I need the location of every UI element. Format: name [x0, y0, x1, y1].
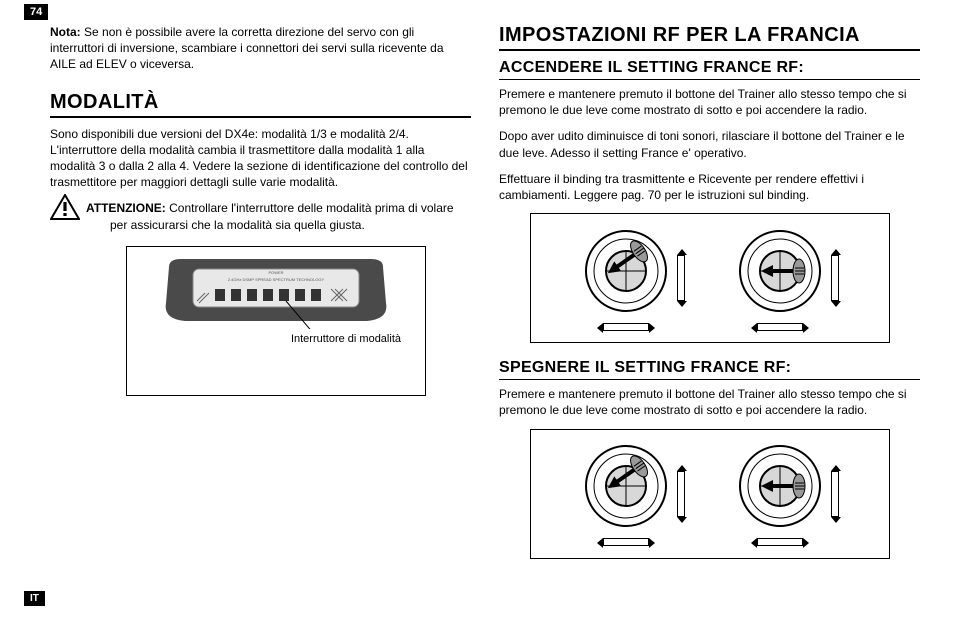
trim-horizontal-icon	[603, 538, 649, 546]
note-text: Se non è possibile avere la corretta dir…	[50, 25, 444, 71]
note-label: Nota:	[50, 25, 81, 39]
transmitter-top-icon: POWER 2.4GHz DSMP SPREAD SPECTRUM TECHNO…	[161, 259, 391, 329]
right-column: IMPOSTAZIONI RF PER LA FRANCIA ACCENDERE…	[499, 24, 920, 559]
attention-block: ATTENZIONE: Controllare l'interruttore d…	[50, 200, 471, 234]
warning-triangle-icon	[50, 194, 80, 220]
power-label: POWER	[268, 270, 283, 275]
trim-horizontal-icon	[603, 323, 649, 331]
trim-vertical-icon	[831, 471, 839, 517]
mode-switch-figure: POWER 2.4GHz DSMP SPREAD SPECTRUM TECHNO…	[126, 246, 426, 396]
attention-text: ATTENZIONE: Controllare l'interruttore d…	[86, 200, 471, 234]
right-stick-unit	[735, 226, 839, 331]
trim-vertical-icon	[677, 471, 685, 517]
heading-modalita: MODALITÀ	[50, 91, 471, 118]
figure-caption: Interruttore di modalità	[133, 329, 419, 347]
modalita-paragraph: Sono disponibili due versioni del DX4e: …	[50, 126, 471, 191]
left-stick-icon	[581, 226, 671, 316]
heading-rf-francia: IMPOSTAZIONI RF PER LA FRANCIA	[499, 24, 920, 51]
note-paragraph: Nota: Se non è possibile avere la corret…	[50, 24, 471, 73]
sticks-figure-off	[530, 429, 890, 559]
trim-horizontal-icon	[757, 538, 803, 546]
left-stick-unit	[581, 226, 685, 331]
right-stick-unit	[735, 441, 839, 546]
tech-label: 2.4GHz DSMP SPREAD SPECTRUM TECHNOLOGY	[228, 277, 325, 282]
right-stick-icon	[735, 226, 825, 316]
left-column: Nota: Se non è possibile avere la corret…	[50, 24, 471, 559]
trim-vertical-icon	[831, 255, 839, 301]
attention-label: ATTENZIONE:	[86, 201, 166, 215]
page-content: Nota: Se non è possibile avere la corret…	[0, 0, 954, 559]
left-stick-unit	[581, 441, 685, 546]
page-number: 74	[24, 4, 48, 20]
trim-horizontal-icon	[757, 323, 803, 331]
accendere-p2: Dopo aver udito diminuisce di toni sonor…	[499, 128, 920, 160]
accendere-p1: Premere e mantenere premuto il bottone d…	[499, 86, 920, 118]
left-stick-icon	[581, 441, 671, 531]
sticks-figure-on	[530, 213, 890, 343]
language-tag: IT	[24, 591, 45, 606]
trim-vertical-icon	[677, 255, 685, 301]
heading-accendere: ACCENDERE IL SETTING FRANCE RF:	[499, 59, 920, 80]
accendere-p3: Effettuare il binding tra trasmittente e…	[499, 171, 920, 203]
heading-spegnere: SPEGNERE IL SETTING FRANCE RF:	[499, 359, 920, 380]
right-stick-icon	[735, 441, 825, 531]
spegnere-p1: Premere e mantenere premuto il bottone d…	[499, 386, 920, 418]
